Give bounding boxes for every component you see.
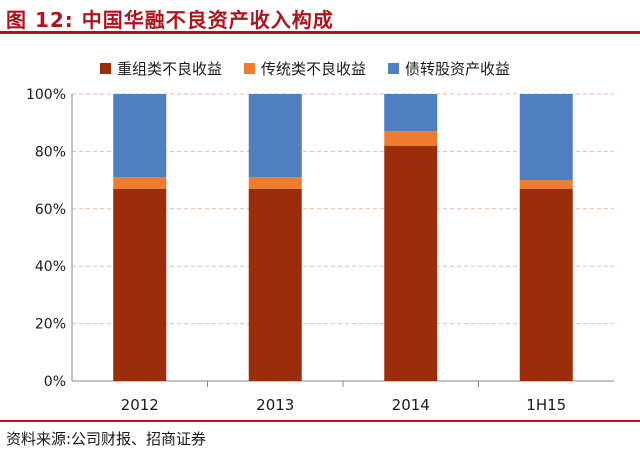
- bar-segment-1: [384, 145, 438, 381]
- bar-segment-2: [519, 180, 573, 189]
- legend-item-restructuring: 重组类不良收益: [100, 58, 222, 79]
- source-note: 资料来源:公司财报、招商证券: [0, 420, 640, 449]
- bar-segment-3: [519, 94, 573, 181]
- y-tick-label: 40%: [35, 259, 66, 275]
- x-tick-label: 1H15: [526, 396, 566, 414]
- title-bar: 图 12: 中国华融不良资产收入构成: [0, 0, 640, 34]
- page-title: 图 12: 中国华融不良资产收入构成: [6, 8, 334, 32]
- bar-segment-1: [113, 188, 167, 381]
- chart-legend: 重组类不良收益 传统类不良收益 债转股资产收益: [100, 58, 510, 79]
- y-tick-label: 0%: [44, 374, 66, 390]
- stacked-bar-chart: 0% 20% 40% 60% 80% 100% 2012 2013 2014 1H15: [26, 87, 614, 414]
- y-tick-label: 80%: [35, 144, 66, 160]
- bar-segment-3: [248, 94, 302, 178]
- legend-swatch-traditional: [244, 63, 256, 74]
- y-tick-label: 20%: [35, 317, 66, 333]
- x-tick-label: 2012: [121, 396, 159, 414]
- legend-swatch-debt-equity: [388, 63, 400, 74]
- bar-segment-3: [384, 94, 438, 132]
- x-tick-label: 2014: [392, 396, 430, 414]
- bar-segment-1: [519, 188, 573, 381]
- bar-segment-2: [113, 177, 167, 189]
- legend-label-debt-equity: 债转股资产收益: [405, 60, 511, 78]
- legend-label-traditional: 传统类不良收益: [261, 60, 367, 78]
- bar-segment-3: [113, 94, 167, 178]
- legend-swatch-restructuring: [100, 63, 111, 74]
- legend-label-restructuring: 重组类不良收益: [117, 60, 223, 78]
- x-tick-label: 2013: [256, 396, 294, 414]
- bar-segment-2: [248, 177, 302, 189]
- legend-item-traditional: 传统类不良收益: [244, 58, 366, 79]
- legend-item-debt-equity: 债转股资产收益: [388, 58, 510, 79]
- y-tick-label: 60%: [35, 202, 66, 218]
- y-tick-label: 100%: [26, 87, 66, 103]
- bar-segment-2: [384, 131, 438, 146]
- bar-segment-1: [248, 188, 302, 381]
